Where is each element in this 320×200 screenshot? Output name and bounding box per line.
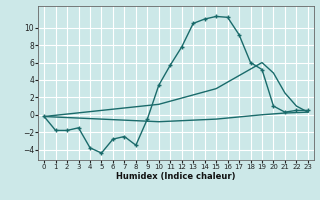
X-axis label: Humidex (Indice chaleur): Humidex (Indice chaleur) [116,172,236,181]
